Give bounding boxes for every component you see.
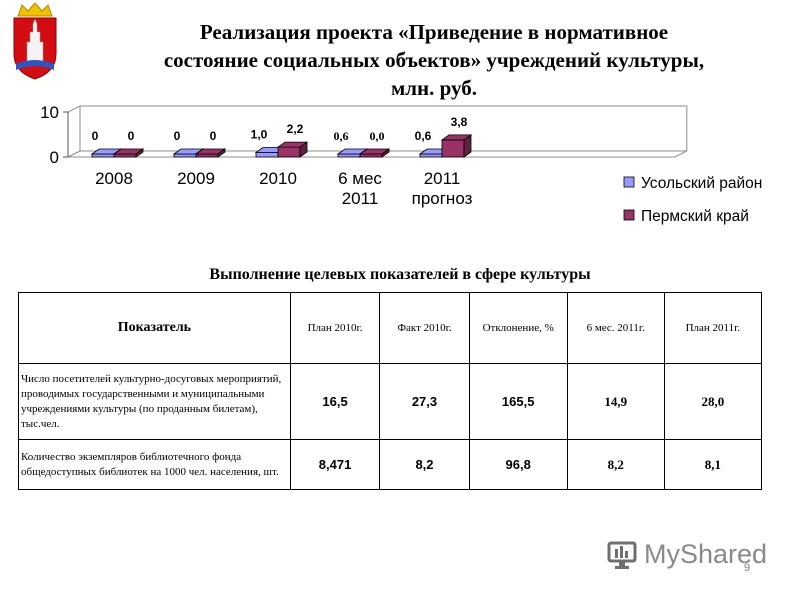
legend-swatch (623, 176, 635, 188)
data-label: 1,0 (251, 128, 268, 142)
chart-back-wall (80, 105, 688, 151)
data-label: 0 (174, 129, 181, 143)
bar-front (419, 153, 443, 158)
bar-front (337, 153, 361, 158)
legend-label: Усольский район (641, 175, 762, 192)
table-row: Количество экземпляров библиотечного фон… (18, 439, 763, 490)
bar-front (277, 146, 301, 158)
cell-value: 14,9 (566, 363, 665, 440)
x-tick-label: 2008 (95, 169, 133, 188)
bar-front (91, 153, 115, 158)
title-line: состояние социальных объектов» учреждени… (163, 48, 705, 72)
title-line: млн. руб. (390, 76, 478, 100)
x-tick-label: 6 мес (338, 169, 382, 188)
data-label: 0,6 (415, 129, 432, 143)
data-label: 0,0 (370, 129, 385, 143)
x-tick-label: 2011 (342, 189, 379, 208)
header-plan-2010: План 2010г. (289, 292, 381, 364)
header-deviation: Отклонение, % (468, 292, 568, 364)
table-row: Число посетителей культурно-досуговых ме… (18, 363, 763, 440)
cell-value: 165,5 (468, 363, 568, 440)
page-number: 9 (744, 562, 751, 574)
cell-value: 8,2 (566, 439, 665, 490)
bar-front (441, 139, 465, 158)
cell-value: 8,471 (289, 439, 381, 490)
header-indicator: Показатель (18, 292, 291, 364)
title-line: Реализация проекта «Приведение в нормати… (199, 20, 669, 44)
y-tick-label: 0 (50, 148, 59, 167)
header-fact-2010: Факт 2010г. (379, 292, 470, 364)
watermark-logo: MyShared (606, 538, 768, 572)
cell-value: 8,1 (663, 439, 763, 490)
slide-title: Реализация проекта «Приведение в нормати… (78, 18, 790, 102)
data-label: 3,8 (451, 115, 468, 129)
legend-label: Пермский край (641, 208, 749, 225)
table-header-row: Показатель План 2010г. Факт 2010г. Откло… (18, 292, 763, 364)
row-label: Количество экземпляров библиотечного фон… (18, 439, 291, 490)
watermark-text: MyShared (644, 539, 768, 569)
table-subtitle: Выполнение целевых показателей в сфере к… (209, 266, 591, 283)
x-tick-label: 2010 (259, 169, 297, 188)
cell-value: 96,8 (468, 439, 568, 490)
y-tick-label: 10 (40, 103, 59, 122)
header-plan-2011: План 2011г. (663, 292, 763, 364)
data-label: 0,6 (334, 129, 349, 143)
cell-value: 16,5 (289, 363, 381, 440)
header-6mo-2011: 6 мес. 2011г. (566, 292, 665, 364)
x-tick-label: прогноз (412, 189, 473, 208)
cell-value: 8,2 (379, 439, 470, 490)
data-label: 0 (210, 129, 217, 143)
bar-side (381, 148, 390, 158)
cell-value: 27,3 (379, 363, 470, 440)
bar-side (299, 141, 308, 158)
row-label: Число посетителей культурно-досуговых ме… (18, 363, 291, 440)
data-label: 0 (128, 129, 135, 143)
bar-side (463, 134, 472, 158)
bar-front (173, 153, 197, 158)
data-label: 0 (92, 129, 99, 143)
data-label: 2,2 (287, 122, 304, 136)
cell-value: 28,0 (663, 363, 763, 440)
x-tick-label: 2011 (424, 169, 461, 188)
indicators-table: Показатель План 2010г. Факт 2010г. Откло… (18, 292, 763, 490)
bar-front (255, 152, 279, 158)
legend-swatch (623, 209, 635, 221)
bar-front (195, 153, 219, 158)
monitor-icon (607, 541, 637, 569)
x-tick-label: 2009 (177, 169, 215, 188)
bar-side (135, 148, 144, 158)
bar-side (217, 148, 226, 158)
bar-front (113, 153, 137, 158)
bar-front (359, 153, 383, 158)
chart-side-wall (67, 105, 81, 158)
coat-of-arms-logo (13, 2, 57, 80)
